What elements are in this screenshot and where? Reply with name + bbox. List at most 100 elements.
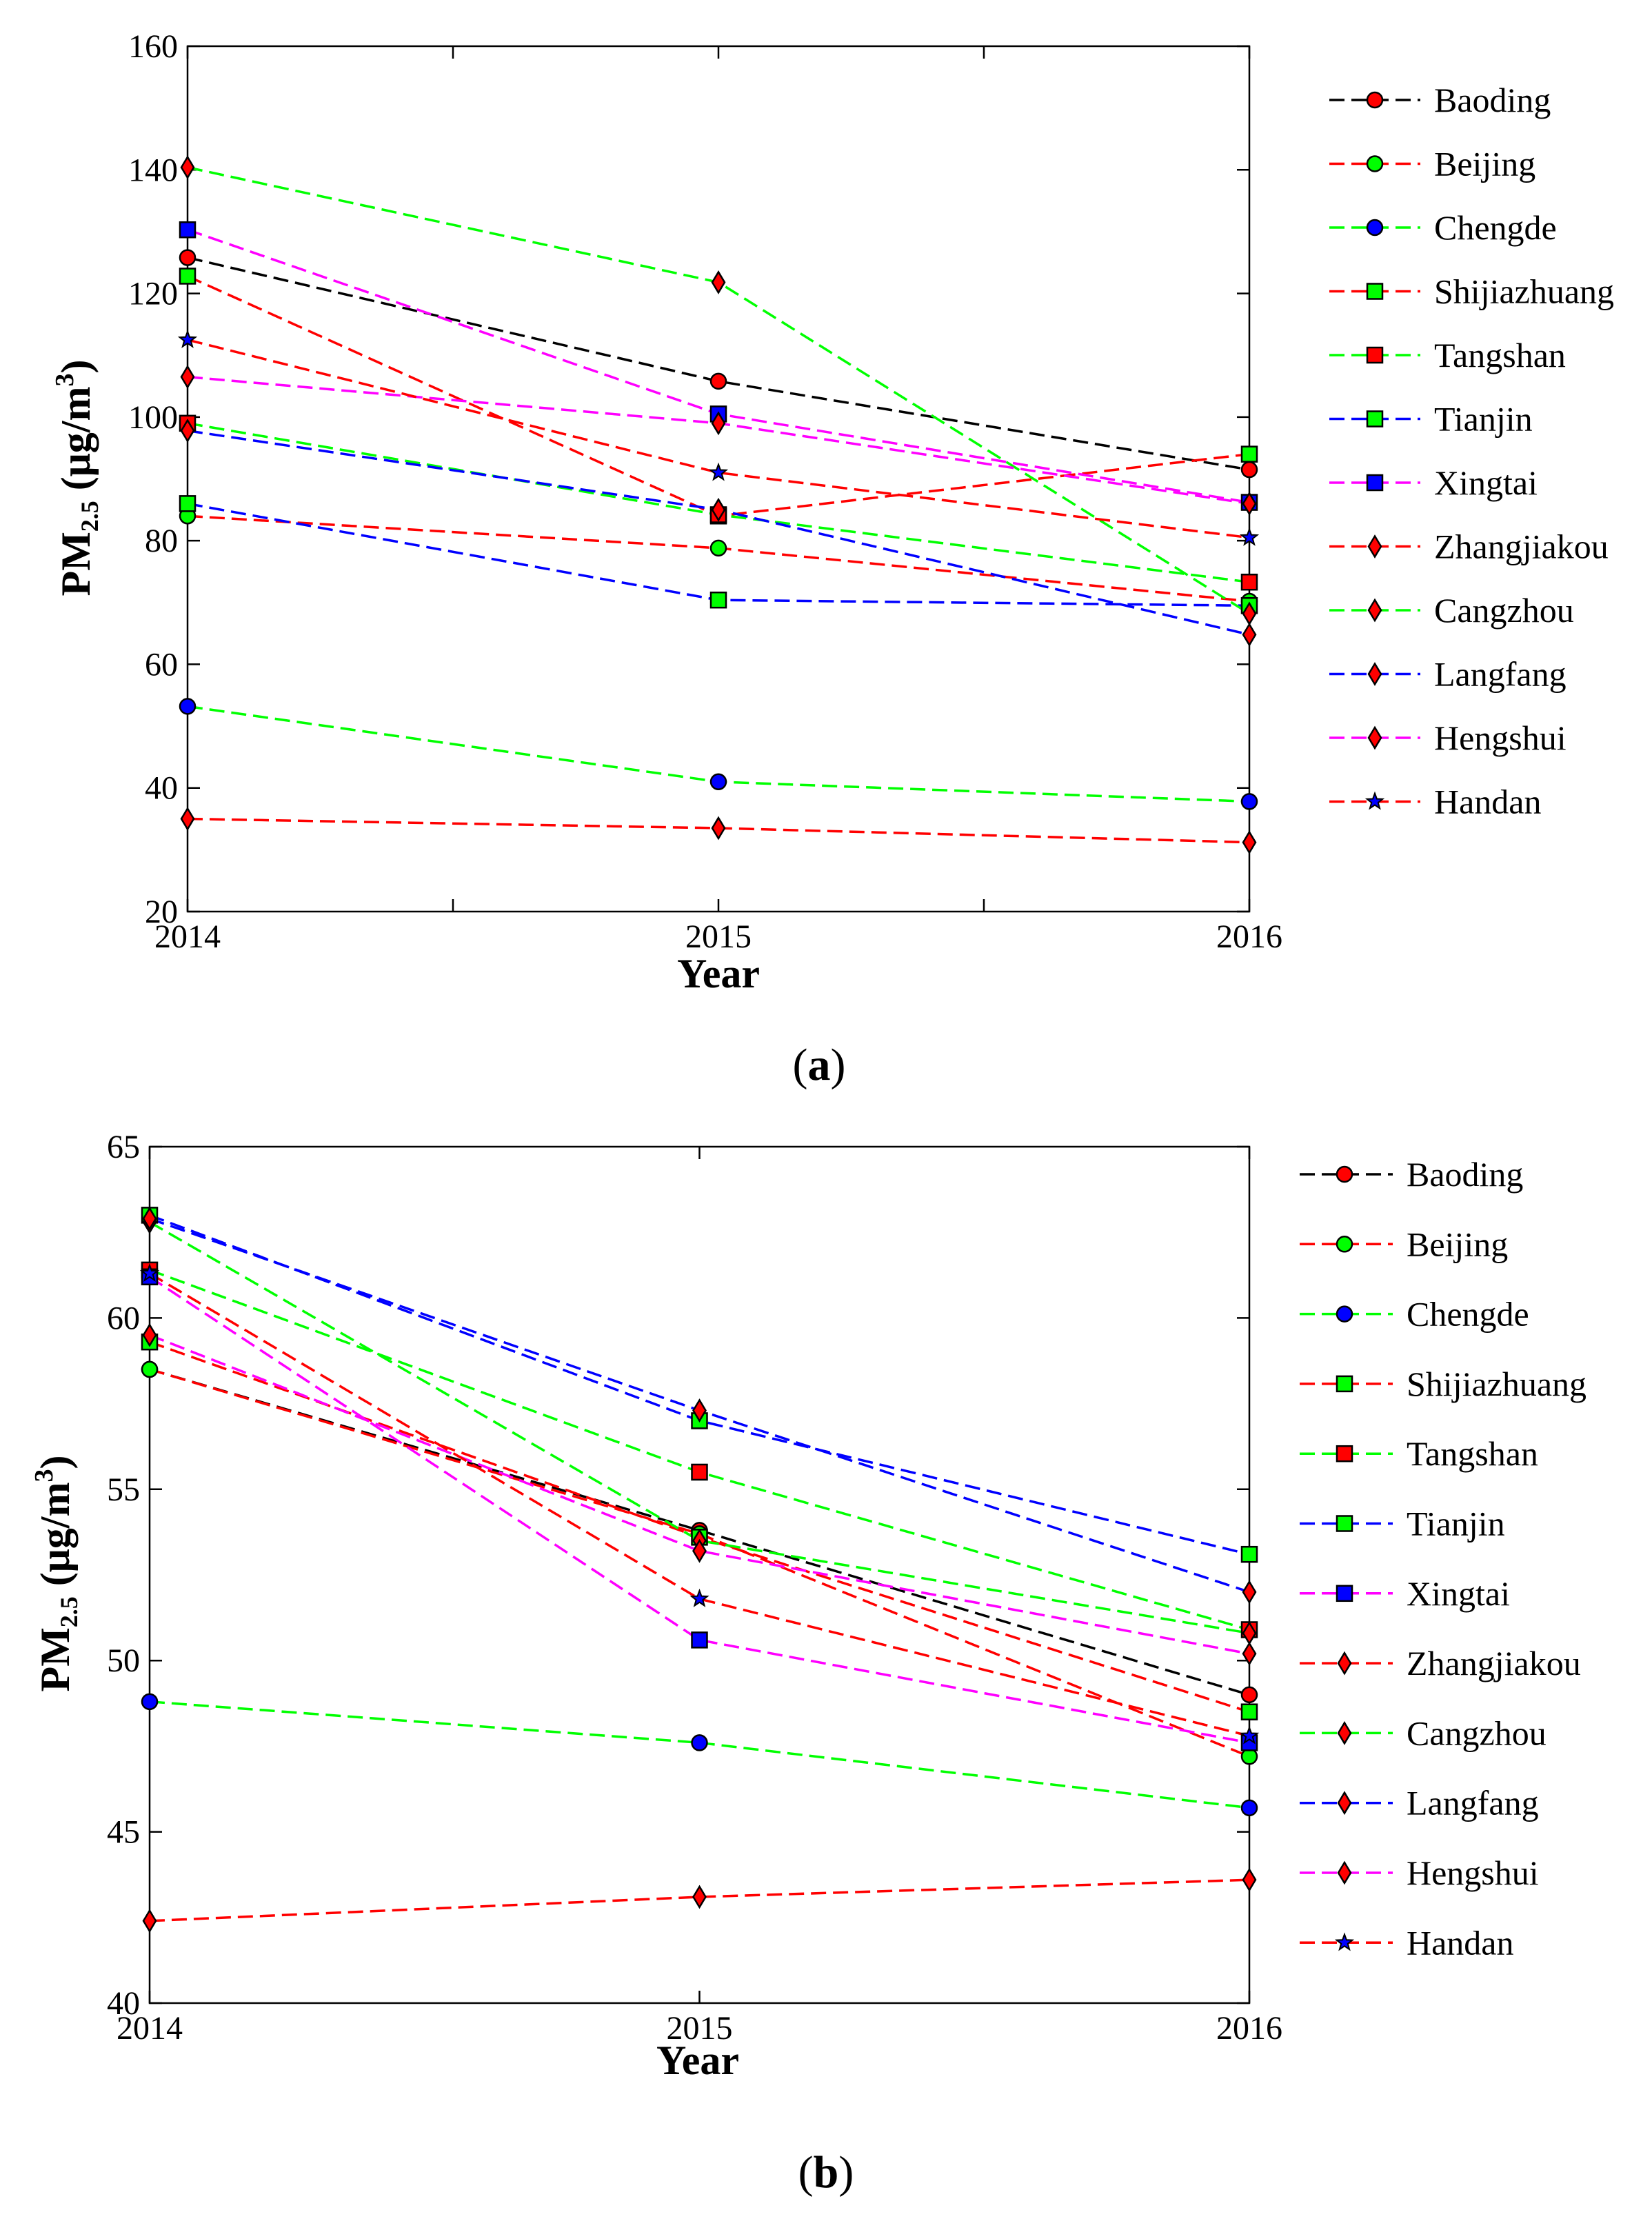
y-axis-title-close: ) xyxy=(53,360,99,374)
legend-label-tianjin: Tianjin xyxy=(1434,400,1533,439)
legend-label-baoding: Baoding xyxy=(1407,1155,1523,1194)
data-point-langfang xyxy=(692,1398,707,1423)
y-axis-title-unit: (μg/m xyxy=(32,1483,78,1597)
legend-marker-chengde xyxy=(1366,219,1384,237)
data-point-shijiazhuang xyxy=(179,268,197,285)
data-point-tianjin xyxy=(179,495,197,512)
legend: Baoding Beijing Chengde Shijiazhuang Tangsha… xyxy=(1300,1155,1586,1962)
legend-label-hengshui: Hengshui xyxy=(1434,718,1567,757)
legend-marker-baoding xyxy=(1366,91,1384,109)
data-point-chengde xyxy=(1240,793,1258,810)
data-point-handan xyxy=(139,1263,160,1282)
legend-marker-xingtai xyxy=(1366,474,1384,492)
data-point-handan xyxy=(177,329,198,348)
legend-label-tangshan: Tangshan xyxy=(1434,336,1566,374)
y-tick-label: 40 xyxy=(145,770,178,807)
data-point-handan xyxy=(708,462,729,481)
data-point-zhangjiakou xyxy=(692,1885,707,1909)
y-tick-label: 20 xyxy=(145,894,178,930)
y-tick-label: 60 xyxy=(107,1300,140,1336)
series-line-handan xyxy=(149,1272,1250,1738)
y-axis: 20 40 60 80 100 120 140 160 xyxy=(128,28,1249,930)
y-tick-label: 55 xyxy=(107,1471,140,1508)
legend-label-tangshan: Tangshan xyxy=(1407,1434,1538,1473)
data-point-cangzhou xyxy=(180,155,195,180)
data-point-baoding xyxy=(1240,461,1258,479)
data-point-cangzhou xyxy=(711,270,726,294)
x-axis: 2014 2015 2016 xyxy=(117,1147,1282,2047)
legend-marker-hengshui xyxy=(1337,1860,1352,1885)
data-point-baoding xyxy=(709,372,727,390)
legend-marker-handan xyxy=(1364,791,1385,810)
legend-label-handan: Handan xyxy=(1434,783,1542,821)
x-tick-label: 2015 xyxy=(685,918,752,955)
panel-label-letter: a xyxy=(808,1040,831,1090)
x-tick-label: 2015 xyxy=(667,2010,733,2047)
panel-label-open: ( xyxy=(798,2147,814,2198)
panel-label: (a) xyxy=(793,1040,846,1090)
panel-label: (b) xyxy=(798,2147,854,2198)
y-tick-label: 40 xyxy=(107,1985,140,2022)
data-point-handan xyxy=(1239,527,1260,546)
legend-label-langfang: Langfang xyxy=(1434,655,1567,694)
y-axis-title: PM2.5 (μg/m3) xyxy=(30,1456,83,1692)
data-point-langfang xyxy=(1242,1580,1257,1605)
y-axis-title: PM2.5 (μg/m3) xyxy=(50,360,103,596)
data-point-shijiazhuang xyxy=(1240,445,1258,463)
legend: Baoding Beijing Chengde Shijiazhuang Tangsha… xyxy=(1329,81,1614,821)
y-tick-label: 80 xyxy=(145,523,178,559)
legend-label-tianjin: Tianjin xyxy=(1407,1505,1505,1543)
legend-marker-tangshan xyxy=(1336,1445,1353,1463)
data-point-zhangjiakou xyxy=(711,816,726,841)
data-point-tianjin xyxy=(1240,1545,1258,1563)
data-point-hengshui xyxy=(711,411,726,436)
data-point-zhangjiakou xyxy=(1242,1867,1257,1892)
x-tick-label: 2016 xyxy=(1216,2010,1282,2047)
legend-label-zhangjiakou: Zhangjiakou xyxy=(1434,527,1609,566)
y-axis-title-close: ) xyxy=(32,1456,78,1469)
data-point-xingtai xyxy=(179,221,197,239)
y-tick-label: 120 xyxy=(128,276,178,312)
data-point-hengshui xyxy=(142,1323,157,1347)
series-line-chengde xyxy=(149,1700,1250,1809)
legend-label-langfang: Langfang xyxy=(1407,1784,1539,1822)
legend-label-shijiazhuang: Shijiazhuang xyxy=(1407,1365,1586,1403)
legend-marker-zhangjiakou xyxy=(1367,534,1382,559)
legend-marker-chengde xyxy=(1336,1305,1353,1323)
y-tick-label: 65 xyxy=(107,1129,140,1165)
legend-label-beijing: Beijing xyxy=(1407,1225,1508,1263)
legend-marker-shijiazhuang xyxy=(1366,283,1384,300)
y-tick-label: 60 xyxy=(145,646,178,683)
y-tick-label: 100 xyxy=(128,399,178,436)
panel-label-open: ( xyxy=(793,1040,808,1090)
series-line-handan xyxy=(187,339,1250,539)
legend-marker-zhangjiakou xyxy=(1337,1651,1352,1676)
data-point-chengde xyxy=(179,698,197,715)
legend-marker-beijing xyxy=(1366,155,1384,172)
data-point-shijiazhuang xyxy=(1240,1703,1258,1720)
data-point-xingtai xyxy=(691,1631,708,1649)
legend-label-beijing: Beijing xyxy=(1434,145,1535,183)
y-axis-title-subscript: 2.5 xyxy=(55,1596,83,1627)
legend-marker-langfang xyxy=(1367,662,1382,686)
data-point-tianjin xyxy=(709,591,727,609)
data-point-tangshan xyxy=(691,1463,708,1481)
legend-marker-beijing xyxy=(1336,1236,1353,1253)
legend-marker-tianjin xyxy=(1366,410,1384,428)
x-axis-title: Year xyxy=(677,951,760,996)
data-point-baoding xyxy=(1240,1686,1258,1704)
series-line-cangzhou xyxy=(149,1220,1250,1635)
y-axis-title-superscript: 3 xyxy=(50,374,79,387)
data-point-zhangjiakou xyxy=(1242,830,1257,855)
data-point-beijing xyxy=(709,539,727,557)
y-tick-label: 50 xyxy=(107,1642,140,1679)
y-axis-title-main: PM xyxy=(32,1627,78,1691)
legend-marker-cangzhou xyxy=(1337,1720,1352,1745)
y-tick-label: 160 xyxy=(128,28,178,65)
y-tick-label: 140 xyxy=(128,152,178,188)
chart-b: 40 45 50 55 60 65 2014 2015 2016 Baoding Beijing Ch… xyxy=(30,1129,1586,2198)
legend-label-shijiazhuang: Shijiazhuang xyxy=(1434,272,1614,311)
panel-label-close: ) xyxy=(831,1040,846,1090)
